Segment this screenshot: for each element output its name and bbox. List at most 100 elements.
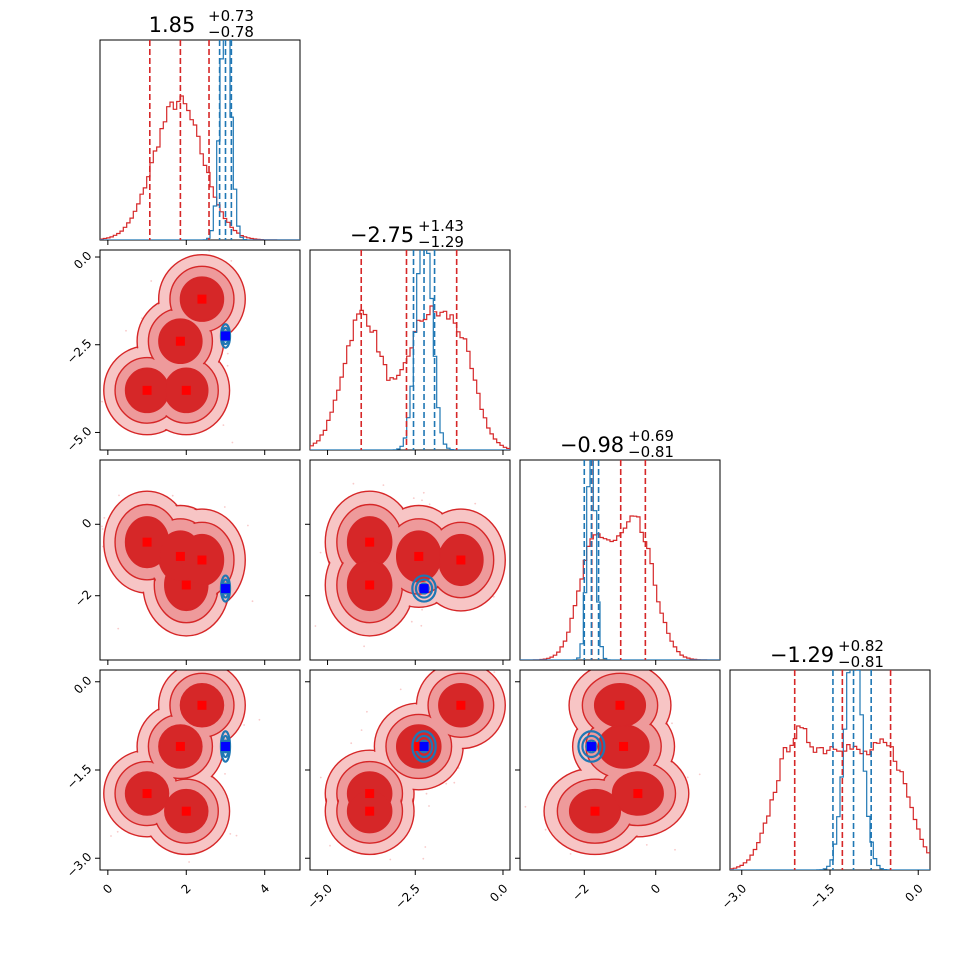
sample-point	[101, 400, 103, 403]
sample-point	[101, 528, 104, 530]
x-tick-label: 0.0	[902, 881, 925, 904]
blue-contour	[219, 730, 232, 763]
sample-point	[514, 553, 516, 555]
sample-point	[103, 517, 106, 519]
red-mode-marker	[197, 555, 207, 565]
sample-point	[230, 260, 233, 262]
blue-contour	[411, 574, 437, 603]
red-mode-marker	[414, 741, 424, 751]
panel-frame	[309, 459, 511, 661]
y-tick-label: −5.0	[64, 424, 95, 455]
blue-mode-marker	[220, 741, 230, 751]
red-mode-marker	[414, 551, 424, 561]
sample-point	[116, 830, 119, 833]
sample-point	[352, 482, 355, 485]
panel-2-0	[99, 459, 301, 661]
sample-point	[410, 620, 413, 623]
diag-panel-3	[729, 669, 931, 871]
red-hist-0	[100, 95, 300, 240]
red-mode-marker	[142, 385, 152, 395]
diag-title-value-3: −1.29	[770, 643, 834, 667]
panel-content	[319, 663, 506, 861]
x-tick-label: −3.0	[719, 881, 750, 912]
blue-hist-0	[100, 40, 300, 240]
red-mode-marker	[633, 789, 643, 799]
sample-point	[350, 742, 353, 745]
sample-point	[674, 848, 676, 851]
x-tick-label: 0.0	[487, 881, 510, 904]
blue-contour	[414, 578, 434, 599]
sample-point	[101, 525, 103, 528]
panel-content	[84, 250, 246, 455]
sample-point	[222, 424, 225, 426]
sample-point	[627, 663, 629, 665]
y-tick-label: −1.5	[64, 762, 95, 793]
sample-point	[314, 625, 317, 627]
sample-point	[382, 484, 385, 486]
sample-point	[171, 494, 174, 497]
diag-title-value-1: −2.75	[350, 223, 414, 247]
blue-mode-marker	[419, 584, 429, 594]
sample-point	[360, 729, 363, 731]
diag-title-minus-2: −0.81	[628, 443, 674, 461]
sample-point	[84, 380, 86, 382]
sample-point	[645, 844, 648, 846]
red-mode-marker	[175, 551, 185, 561]
y-tick-label: −2.5	[64, 336, 95, 367]
sample-point	[424, 846, 427, 848]
sample-point	[125, 329, 127, 332]
sample-point	[577, 666, 579, 668]
panel-content	[524, 663, 701, 856]
diag-title-plus-2: +0.69	[628, 427, 674, 445]
diag-title-plus-0: +0.73	[208, 7, 254, 25]
red-mode-marker	[615, 700, 625, 710]
sample-point	[422, 857, 425, 860]
sample-point	[569, 853, 572, 855]
panel-content	[314, 482, 516, 648]
x-tick-label: −2	[569, 881, 591, 903]
red-mode-marker	[365, 789, 375, 799]
panel-content	[101, 490, 254, 637]
red-mode-marker	[142, 537, 152, 547]
diag-title-minus-1: −1.29	[418, 233, 464, 251]
x-tick-label: 4	[257, 881, 272, 896]
sample-point	[195, 666, 197, 668]
y-tick-label: 0.0	[71, 673, 94, 696]
red-mode-marker	[456, 700, 466, 710]
sample-point	[514, 576, 516, 578]
red-mode-marker	[175, 741, 185, 751]
diag-title-plus-1: +1.43	[418, 217, 464, 235]
blue-hist-2	[520, 460, 720, 660]
sample-point	[235, 834, 238, 837]
blue-contour	[411, 730, 437, 763]
x-tick-label: −2.5	[392, 881, 423, 912]
panel-1-0	[84, 249, 301, 455]
red-mode-marker	[181, 580, 191, 590]
red-mode-marker	[365, 537, 375, 547]
sample-point	[422, 491, 425, 494]
sample-point	[243, 724, 246, 726]
x-tick-label: 0	[100, 881, 115, 896]
sample-point	[329, 844, 331, 847]
diag-title-value-0: 1.85	[149, 13, 196, 37]
sample-point	[698, 773, 701, 776]
sample-point	[399, 688, 402, 691]
diag-panel-0	[99, 39, 301, 241]
diag-content-2	[520, 460, 720, 660]
panel-frame	[99, 459, 301, 661]
sample-point	[226, 352, 229, 355]
sample-point	[194, 453, 196, 455]
red-mode-marker	[175, 336, 185, 346]
red-mode-marker	[181, 385, 191, 395]
blue-hist-1	[310, 250, 510, 450]
sample-point	[437, 663, 439, 665]
red-mode-marker	[456, 555, 466, 565]
sample-point	[224, 773, 226, 775]
sample-point	[412, 497, 415, 499]
y-tick-label: 0.0	[71, 249, 94, 272]
diag-title-minus-3: −0.81	[838, 653, 884, 671]
diag-content-1	[310, 250, 510, 450]
red-mode-marker	[365, 580, 375, 590]
diag-panel-2	[519, 459, 721, 661]
